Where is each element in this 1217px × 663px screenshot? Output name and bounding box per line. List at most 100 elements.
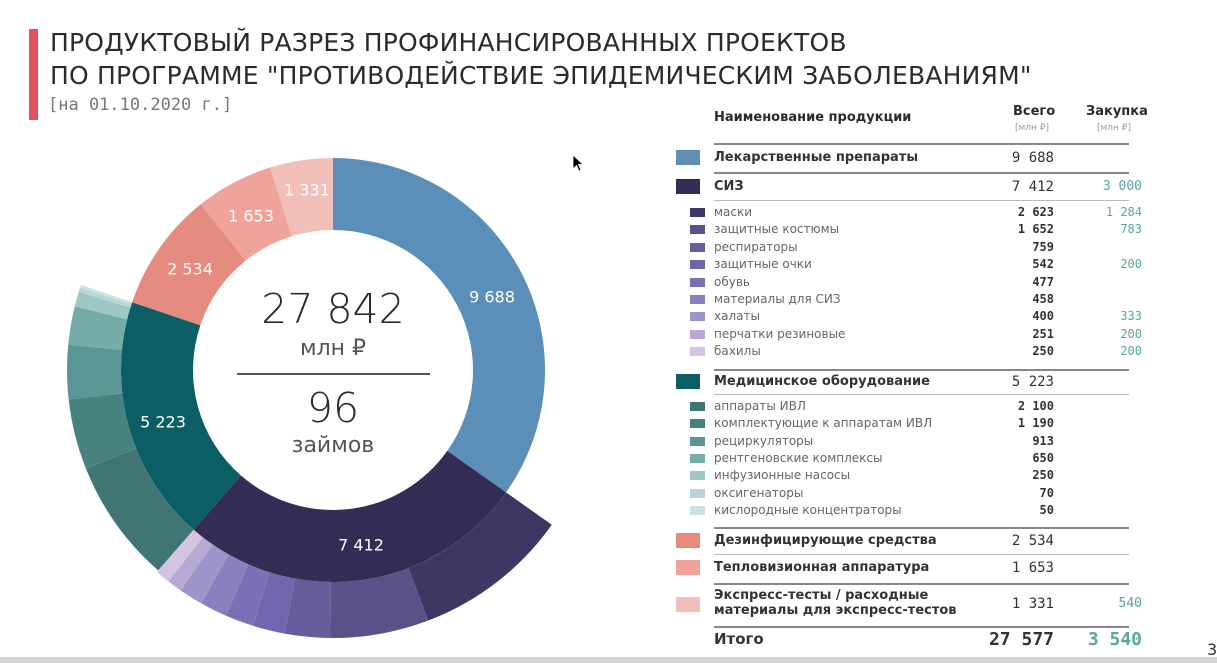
grand-total: 27 577 <box>988 629 1054 650</box>
legend-swatch-sub <box>690 488 705 498</box>
segment-label-tests: 1 331 <box>284 180 330 200</box>
legend-swatch-tests <box>676 597 700 612</box>
table-subrow: перчатки резиновые 251 200 <box>676 327 1156 344</box>
table-subrow: бахилы 250 200 <box>676 344 1156 361</box>
subrow-purchase: 783 <box>1120 222 1142 237</box>
segment-label-drugs: 9 688 <box>469 287 515 307</box>
legend-swatch-drugs <box>676 150 700 165</box>
subrow-label: перчатки резиновые <box>714 326 846 341</box>
bottom-border <box>0 657 1217 663</box>
mouse-cursor-icon <box>572 154 585 172</box>
subrow-purchase: 200 <box>1120 344 1142 359</box>
legend-swatch-sub <box>690 436 705 446</box>
col-header-total-unit: [млн ₽] <box>1015 123 1050 133</box>
segment-label-medical: 5 223 <box>140 412 186 432</box>
subrow-label: маски <box>714 205 753 219</box>
center-divider <box>237 373 430 375</box>
donut-segment <box>193 450 507 582</box>
table-subrow: обувь 477 <box>676 275 1156 292</box>
subrow-total: 650 <box>1032 450 1054 465</box>
subrow-label: оксигенаторы <box>714 485 804 500</box>
donut-outer-segment <box>408 492 552 621</box>
table-subrow: халаты 400 333 <box>676 309 1156 326</box>
subrow-total: 250 <box>1032 344 1054 359</box>
legend-swatch-ppe <box>676 179 700 194</box>
legend-swatch-sub <box>690 329 705 339</box>
table-row-tests: Экспресс-тесты / расходные материалы для… <box>676 588 1156 624</box>
page-number: 3 <box>1207 640 1217 659</box>
legend-swatch-sub <box>690 208 705 217</box>
subrow-total: 913 <box>1032 433 1054 448</box>
title-line-1: ПРОДУКТОВЫЙ РАЗРЕЗ ПРОФИНАНСИРОВАННЫХ ПР… <box>50 28 847 57</box>
legend-swatch-sub <box>690 453 705 463</box>
donut-outer-segment <box>156 529 203 582</box>
donut-outer-segment <box>68 306 128 350</box>
subrow-label: инфузионные насосы <box>714 468 851 483</box>
table-row-disinfect: Дезинфицирующие средства 2 534 <box>676 532 1156 552</box>
center-total-value: 27 842 <box>261 285 405 333</box>
subrow-label: рециркуляторы <box>714 433 814 448</box>
table-divider <box>714 626 1129 628</box>
table-subrow: маски 2 623 1 284 <box>676 205 1156 222</box>
table-row-total: Итого 27 577 3 540 <box>676 629 1156 652</box>
subrow-label: аппараты ИВЛ <box>714 399 806 413</box>
donut-outer-segment <box>168 537 213 591</box>
donut-outer-segment <box>67 344 123 400</box>
subrow-purchase: 200 <box>1120 257 1142 272</box>
subrow-total: 2 100 <box>1017 399 1054 413</box>
title-line-2: ПО ПРОГРАММЕ "ПРОТИВОДЕЙСТВИЕ ЭПИДЕМИЧЕС… <box>50 61 1032 90</box>
table-subrow: аппараты ИВЛ 2 100 <box>676 399 1156 416</box>
segment-label-thermal: 1 653 <box>228 206 274 226</box>
row-label: Дезинфицирующие средства <box>714 533 937 548</box>
center-loans: 96 <box>233 384 433 432</box>
donut-outer-segment <box>78 287 132 308</box>
col-header-buy: Закупка <box>1086 104 1148 119</box>
table-row-thermal: Тепловизионная аппаратура 1 653 <box>676 559 1156 579</box>
legend-swatch-sub <box>690 242 705 252</box>
donut-outer-segment <box>330 568 429 638</box>
subrow-total: 477 <box>1032 274 1054 289</box>
grand-total-purchase: 3 540 <box>1087 629 1142 650</box>
table-divider <box>714 527 1129 529</box>
row-total: 2 534 <box>1011 533 1054 549</box>
table-subrow: инфузионные насосы 250 <box>676 468 1156 485</box>
subrow-label: комплектующие к аппаратам ИВЛ <box>714 416 933 431</box>
donut-segment <box>120 302 241 530</box>
donut-segment <box>132 204 246 326</box>
table-subrow: защитные костюмы 1 652 783 <box>676 222 1156 239</box>
row-total: 5 223 <box>1011 374 1054 390</box>
row-purchase: 540 <box>1118 596 1142 611</box>
subrow-label: обувь <box>714 274 750 289</box>
row-label: Медицинское оборудование <box>714 374 930 389</box>
center-total-unit: млн ₽ <box>299 336 367 361</box>
donut-segment <box>333 158 545 493</box>
donut-outer-segment <box>201 554 249 616</box>
table-subrow: комплектующие к аппаратам ИВЛ 1 190 <box>676 416 1156 433</box>
segment-label-disinfect: 2 534 <box>167 259 213 279</box>
subrow-total: 759 <box>1032 239 1054 254</box>
legend-swatch-medical <box>676 374 700 389</box>
table-subrow: защитные очки 542 200 <box>676 257 1156 274</box>
col-header-total: Всего <box>1013 104 1056 119</box>
subrow-total: 400 <box>1032 309 1054 324</box>
donut-outer-segment <box>74 291 131 320</box>
center-total: 27 842 <box>233 285 433 333</box>
center-total-unit-wrap: млн ₽ <box>233 336 433 361</box>
donut-outer-segment <box>252 572 295 634</box>
row-label-line-1: Экспресс-тесты / расходные <box>714 588 929 603</box>
row-total: 7 412 <box>1011 179 1054 195</box>
sunburst-chart <box>67 158 552 638</box>
subrow-total: 542 <box>1032 257 1054 272</box>
table-row-ppe: СИЗ 7 412 3 000 <box>676 178 1156 198</box>
row-label: Экспресс-тесты / расходные материалы для… <box>714 588 957 618</box>
subrow-purchase: 333 <box>1120 309 1142 324</box>
table-divider <box>714 394 1129 395</box>
report-date: [на 01.10.2020 г.] <box>48 95 233 115</box>
legend-swatch-sub <box>690 347 705 357</box>
subrow-total: 2 623 <box>1017 205 1054 219</box>
col-header-buy-unit: [млн ₽] <box>1097 123 1132 133</box>
donut-outer-segment <box>180 544 229 604</box>
donut-segment <box>270 158 333 237</box>
subrow-total: 251 <box>1032 326 1054 341</box>
table-subrow: материалы для СИЗ 458 <box>676 292 1156 309</box>
